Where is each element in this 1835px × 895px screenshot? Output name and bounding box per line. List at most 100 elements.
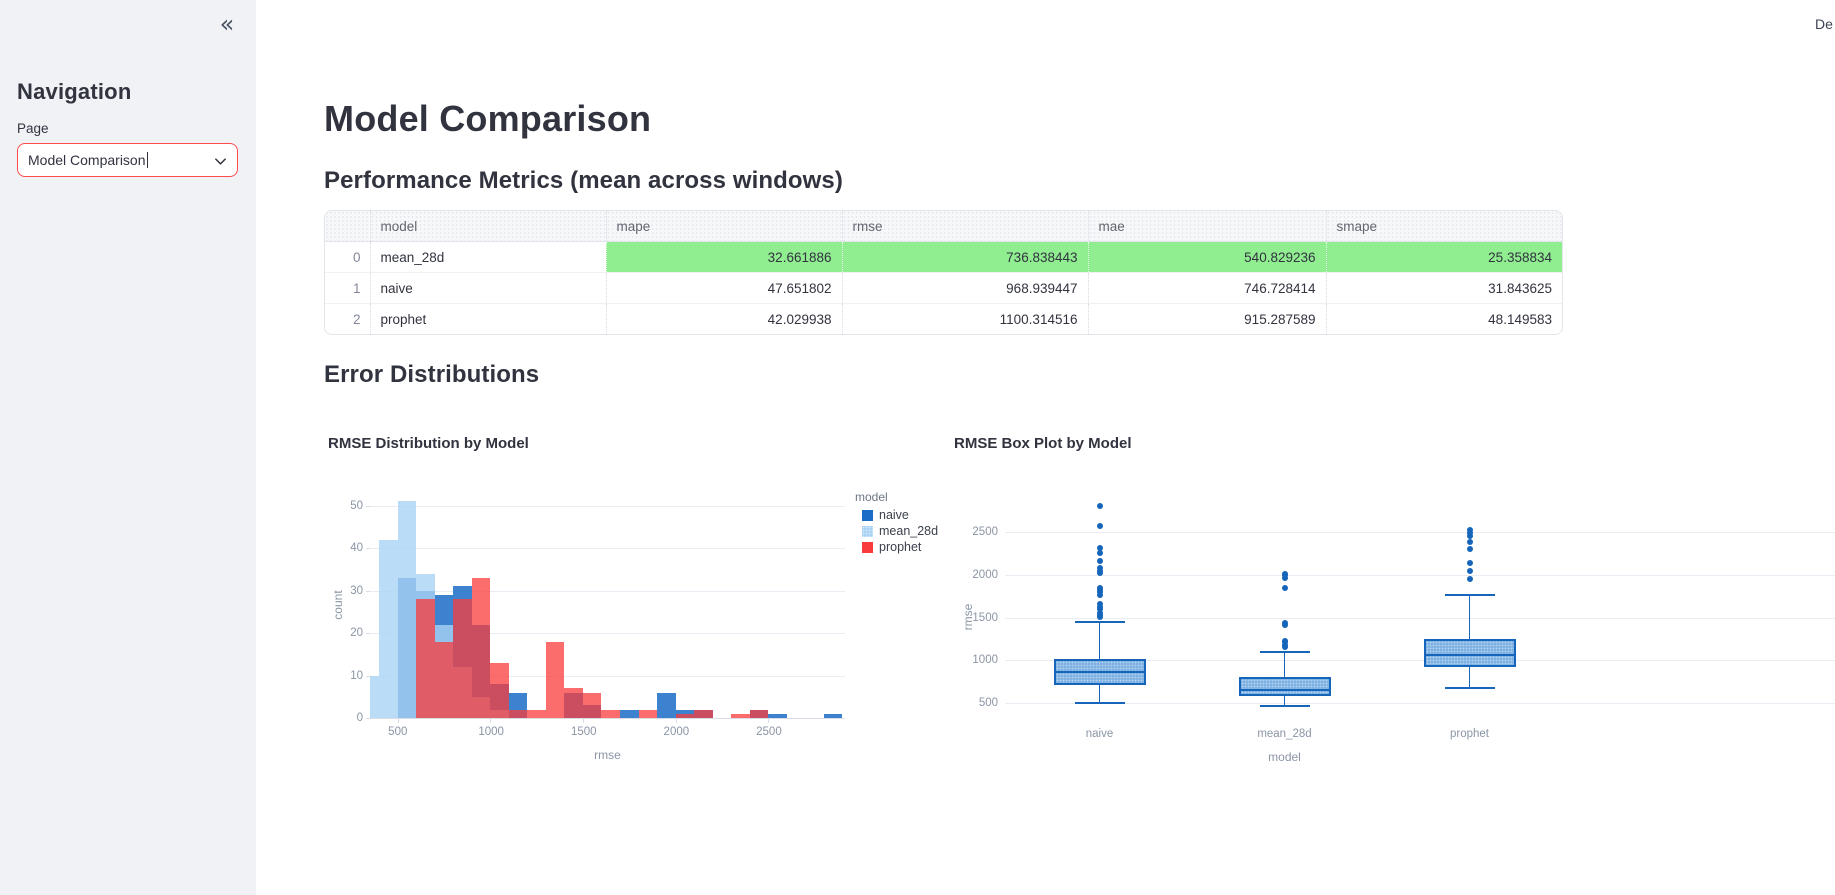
boxplot-outlier [1096,549,1103,556]
gridline [1005,574,1835,576]
hist-bar-prophet [453,599,472,718]
hist-bar-mean_28d [370,675,380,718]
boxplot-outlier [1096,610,1103,617]
boxplot-box-prophet [1423,638,1516,667]
deploy-button[interactable]: De [1815,16,1833,32]
axis-tick [366,718,370,719]
metric-cell-mae[interactable]: 915.287589 [1087,303,1326,334]
metric-cell-smape[interactable]: 25.358834 [1325,241,1562,273]
boxplot-whisker-cap [1074,620,1125,623]
sidebar-title: Navigation [17,79,132,104]
axis-tick [582,719,584,723]
legend-label: prophet [879,540,922,554]
metric-cell-mape[interactable]: 47.651802 [605,272,842,304]
y-axis-tick-label: 500 [978,697,998,709]
y-axis-tick-label: 2500 [972,526,998,539]
boxplot-outlier [1096,557,1103,564]
metric-cell-mae[interactable]: 746.728414 [1087,272,1326,304]
boxplot-outlier [1466,546,1473,553]
column-header-index[interactable] [325,211,370,242]
axis-tick [768,719,770,723]
axis-tick [366,548,370,550]
row-index-cell[interactable]: 1 [325,272,370,304]
column-header-model[interactable]: model [369,211,606,242]
hist-bar-prophet [749,709,769,718]
hist-bar-prophet [564,688,583,718]
histogram-title: RMSE Distribution by Model [328,435,529,452]
hist-bar-prophet [471,577,491,718]
boxplot-outlier [1466,576,1473,583]
x-axis-label: model [1268,750,1301,764]
hist-bar-mean_28d [379,539,398,718]
legend-label: naive [879,508,909,522]
hist-bar-naive [675,709,695,718]
y-axis-tick-label: 2000 [972,568,998,581]
column-header-mape[interactable]: mape [605,211,842,242]
model-cell[interactable]: prophet [369,303,606,334]
x-axis-tick-label: 1000 [478,726,504,738]
row-index-cell[interactable]: 0 [325,241,370,273]
boxplot-outlier [1096,604,1103,611]
x-axis-tick-label: 2000 [663,726,690,738]
boxplot-whisker-cap [1444,593,1495,596]
metric-cell-smape[interactable]: 31.843625 [1325,272,1562,304]
boxplot-outlier [1466,539,1473,546]
text-cursor [146,152,148,168]
legend-swatch-prophet [862,541,873,553]
legend-label: mean_28d [879,524,939,538]
boxplot-outlier [1096,522,1103,529]
column-header-smape[interactable]: smape [1325,211,1562,242]
model-cell[interactable]: naive [369,272,606,304]
column-header-mae[interactable]: mae [1087,211,1326,242]
boxplot-median-mean_28d [1238,688,1331,691]
metric-cell-rmse[interactable]: 736.838443 [841,241,1088,273]
metric-cell-smape[interactable]: 48.149583 [1325,303,1562,334]
y-axis-tick-label: 50 [350,499,363,512]
legend-title: model [855,490,888,504]
legend-item-prophet: prophet [862,540,921,554]
hist-bar-prophet [508,709,528,718]
boxplot-whisker-cap [1074,702,1125,704]
hist-bar-prophet [638,709,658,718]
axis-tick [397,719,399,723]
hist-bar-mean_28d [397,501,417,718]
row-index-cell[interactable]: 2 [325,303,370,334]
model-cell[interactable]: mean_28d [369,241,606,273]
legend-swatch-naive [862,509,873,521]
table-row-prophet: 2 prophet 42.029938 1100.314516 915.287589 48… [325,303,1562,334]
column-header-rmse[interactable]: rmse [841,211,1088,242]
hist-bar-prophet [694,709,713,718]
hist-bar-naive [768,713,787,718]
boxplot-outlier [1096,600,1103,607]
metric-cell-rmse[interactable]: 1100.314516 [841,303,1088,334]
page-select-label: Page [17,121,49,136]
hist-bar-prophet [601,709,620,718]
sidebar-collapse-button[interactable]: « [212,10,242,38]
boxplot-outlier [1466,530,1473,537]
boxplot-outlier [1096,585,1103,592]
metric-cell-rmse[interactable]: 968.939447 [841,272,1088,304]
hist-bar-prophet [434,641,454,718]
metric-cell-mape[interactable]: 32.661886 [605,241,842,273]
x-axis-tick-label: 2500 [756,726,782,738]
x-axis-label: rmse [594,748,621,762]
x-axis-tick-label: 1500 [570,726,597,738]
page-select[interactable]: Model Comparison [17,143,238,177]
axis-tick [366,505,370,507]
boxplot-outlier [1281,571,1288,578]
gridline [1005,617,1835,619]
gridline [370,718,845,719]
gridline [370,675,845,677]
y-axis-tick-label: 20 [350,627,363,640]
gridline [370,633,845,635]
metric-cell-mae[interactable]: 540.829236 [1087,241,1326,273]
y-axis-tick-label: 1500 [972,611,998,624]
metric-cell-mape[interactable]: 42.029938 [605,303,842,334]
x-axis-category-label: naive [1085,728,1114,740]
x-axis-category-label: prophet [1449,728,1489,740]
y-axis-label: count [331,589,345,620]
boxplot-median-naive [1053,670,1146,673]
legend-swatch-mean_28d [862,525,873,537]
y-axis-tick-label: 1000 [972,654,998,667]
